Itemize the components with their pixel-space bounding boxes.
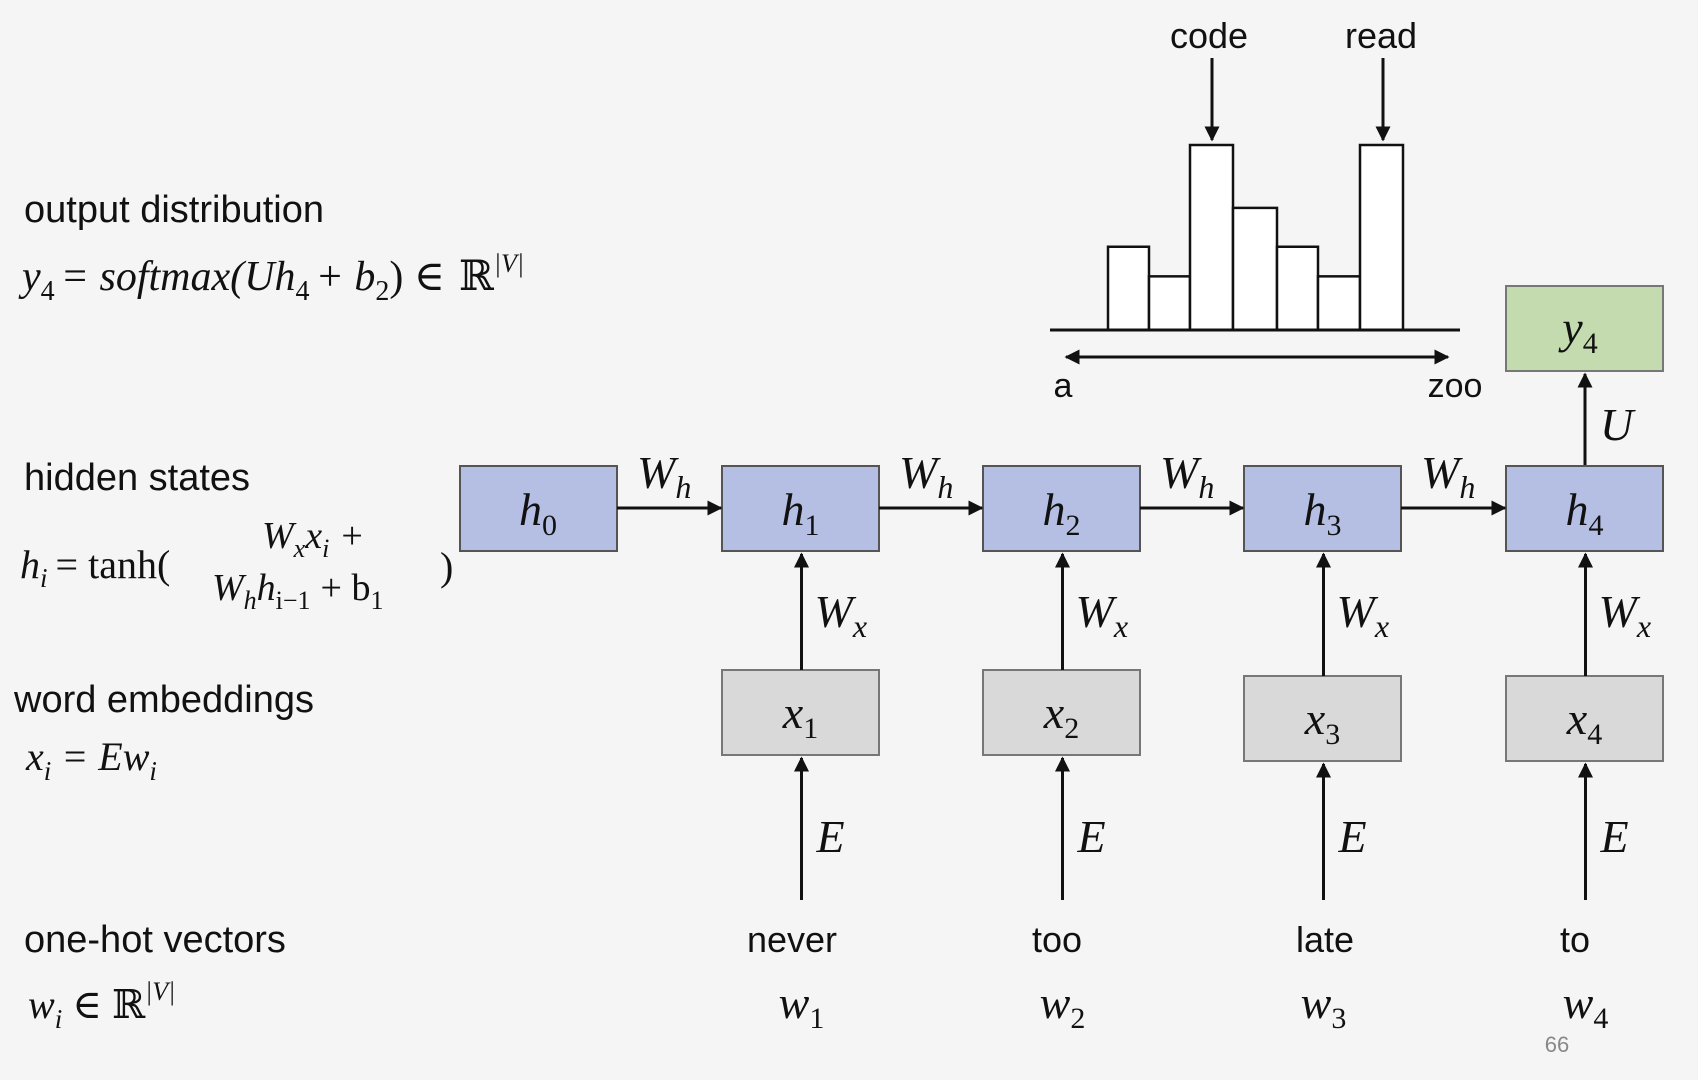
hidden-node-h3 [1243, 465, 1402, 552]
one-hot-vector-label: w3 [1301, 977, 1347, 1035]
output-histogram [1106, 143, 1405, 332]
embedding-node-label: x4 [1566, 693, 1602, 751]
input-words: never w1 too w2 late w3 to w4 [747, 919, 1608, 1035]
weight-wh-label: Wh [637, 447, 691, 505]
weight-e-label: E [1600, 811, 1629, 862]
weight-e-label: E [1338, 811, 1367, 862]
weight-wh-label: Wh [899, 447, 953, 505]
embedding-node-x4 [1505, 675, 1664, 762]
histogram-bar [1316, 275, 1362, 332]
output-node-label: y4 [1558, 302, 1597, 360]
vocab-end-label: zoo [1428, 367, 1483, 405]
output-node-y4 [1505, 285, 1664, 372]
histogram-bar [1358, 143, 1405, 332]
equation-hidden: hi = tanh( Wxxi + Whhi−1 + b1 ) [20, 515, 453, 615]
equation-embedding: xi = Ewi [25, 734, 157, 786]
weight-wh-label: Wh [1160, 447, 1214, 505]
vocab-start-label: a [1054, 367, 1073, 405]
hidden-state-nodes: h1 h2 h3 h4 [721, 465, 1664, 552]
word-token: too [1032, 919, 1082, 960]
svg-text:hi= tanh(: hi = tanh( [20, 542, 170, 593]
embedding-node-x2 [982, 669, 1141, 756]
weight-u-label: U [1600, 399, 1636, 450]
svg-text:Wxxi+: Wxxi + [262, 515, 363, 563]
hidden-node-h2 [982, 465, 1141, 552]
weight-wh-label: Wh [1421, 447, 1475, 505]
recurrent-weight-arrows: Wh Wh Wh Wh [617, 447, 1507, 516]
label-hidden-states: hidden states [24, 457, 250, 499]
weight-wx-label: Wx [1337, 586, 1390, 644]
weight-wx-label: Wx [815, 586, 868, 644]
word-token: to [1560, 919, 1590, 960]
svg-text:): ) [440, 544, 453, 589]
svg-text:Whhi−1+ b1: Whhi−1 + b1 [212, 567, 383, 615]
embedding-node-label: x2 [1043, 687, 1079, 745]
page-number: 66 [1545, 1032, 1569, 1057]
embedding-node-x1 [721, 669, 880, 756]
hidden-node-label: h1 [782, 484, 820, 542]
embedding-node-label: x3 [1304, 693, 1340, 751]
one-hot-vector-label: w4 [1563, 977, 1609, 1035]
hidden-node-h4 [1505, 465, 1664, 552]
one-hot-vector-label: w1 [779, 977, 825, 1035]
weight-wx-label: Wx [1076, 586, 1129, 644]
hidden-node-h0-label: h0 [519, 484, 557, 542]
hidden-node-label: h4 [1566, 484, 1604, 542]
annotation-code: code [1170, 15, 1248, 56]
word-token: late [1296, 919, 1354, 960]
weight-wx-label: Wx [1599, 586, 1652, 644]
label-output-distribution: output distribution [24, 189, 324, 231]
hidden-node-label: h3 [1304, 484, 1342, 542]
label-one-hot-vectors: one-hot vectors [24, 919, 286, 961]
annotation-read: read [1345, 15, 1417, 56]
word-token: never [747, 919, 837, 960]
histogram-bar [1147, 275, 1192, 332]
weight-e-label: E [1077, 811, 1106, 862]
histogram-bar [1275, 245, 1320, 332]
equation-one-hot: wi ∈ ℝ|V| [28, 977, 175, 1034]
equation-output: y4 = softmax(Uh4 + b2) ∈ ℝ|V| [18, 249, 524, 307]
weight-e-label: E [816, 811, 845, 862]
embedding-node-label: x1 [782, 687, 818, 745]
embedding-nodes: x1 Wx Ex2 Wx Ex3 Wx Ex4 Wx E [721, 552, 1664, 900]
hidden-node-label: h2 [1043, 484, 1081, 542]
label-word-embeddings: word embeddings [13, 679, 314, 721]
histogram-bar [1188, 143, 1235, 332]
histogram-bar [1231, 206, 1279, 332]
histogram-bar [1106, 245, 1151, 332]
one-hot-vector-label: w2 [1040, 977, 1086, 1035]
